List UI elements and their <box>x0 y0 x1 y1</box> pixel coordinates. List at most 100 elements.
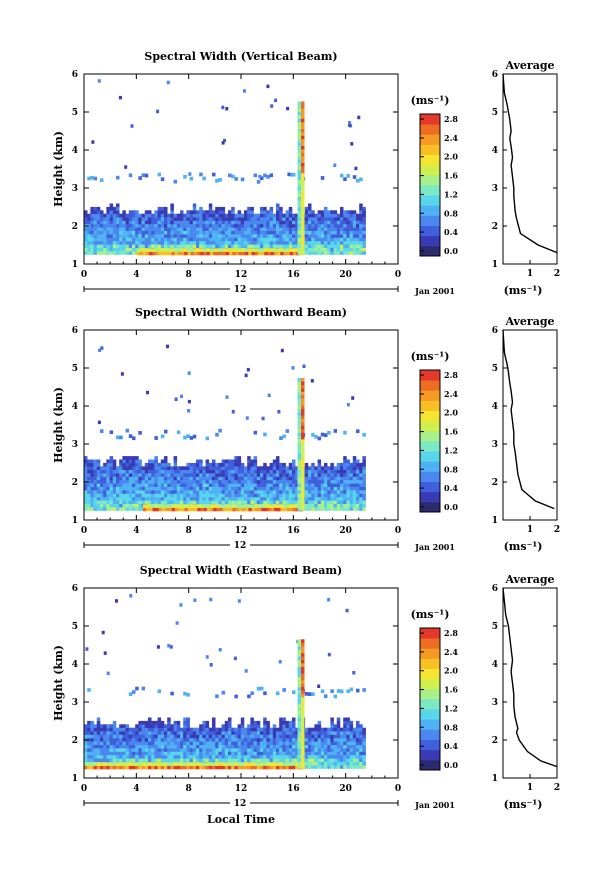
y-axis-label: Height (km) <box>52 387 65 463</box>
y-tick-label: 1 <box>492 774 498 784</box>
colorbar-segment <box>420 225 440 237</box>
colorbar-segment <box>420 185 440 196</box>
colorbar-segment <box>420 461 440 472</box>
colorbar-segment <box>420 628 440 639</box>
y-tick-label: 4 <box>72 146 78 156</box>
x-tick-label: 4 <box>133 270 139 280</box>
y-tick-label: 5 <box>72 622 78 632</box>
y-tick-label: 5 <box>492 364 498 374</box>
colorbar-segment <box>420 134 440 145</box>
average-unit-label: (ms⁻¹) <box>504 798 543 811</box>
colorbar-segment <box>420 124 440 135</box>
colorbar-tick-label: 0.0 <box>444 760 458 770</box>
x-tick-label: 1 <box>527 269 533 279</box>
colorbar-segment <box>420 481 440 493</box>
colorbar-segment <box>420 749 440 761</box>
colorbar-tick-label: 2.8 <box>444 114 458 124</box>
y-tick-label: 4 <box>492 402 498 412</box>
day-label: 12 <box>234 541 247 551</box>
y-tick-label: 3 <box>492 184 498 194</box>
y-tick-label: 2 <box>492 222 498 232</box>
y-tick-label: 4 <box>72 660 78 670</box>
x-tick-label: 8 <box>186 784 192 794</box>
y-tick-label: 3 <box>72 184 78 194</box>
colorbar-frame <box>419 369 441 513</box>
y-tick-label: 1 <box>72 516 78 526</box>
colorbar-segment <box>420 491 440 503</box>
y-tick-label: 4 <box>72 402 78 412</box>
colorbar-tick-label: 2.0 <box>444 152 458 162</box>
colorbar-tick-label: 1.6 <box>444 427 458 437</box>
y-tick-label: 5 <box>72 108 78 118</box>
colorbar-tick-label: 0.0 <box>444 502 458 512</box>
colorbar-tick-label: 2.4 <box>444 133 458 143</box>
y-axis-label: Height (km) <box>52 645 65 721</box>
colorbar-tick-label: 2.0 <box>444 408 458 418</box>
colorbar-tick-label: 0.8 <box>444 464 458 474</box>
colorbar-tick-label: 0.4 <box>444 741 458 751</box>
colorbar-tick-label: 1.2 <box>444 445 458 455</box>
average-profile-line <box>502 329 555 510</box>
x-tick-label: 8 <box>186 270 192 280</box>
colorbar-segment <box>420 658 440 669</box>
colorbar-segment <box>420 245 440 257</box>
colorbar-segment <box>420 648 440 659</box>
x-tick-label: 20 <box>339 270 352 280</box>
colorbar-tick-label: 1.6 <box>444 685 458 695</box>
colorbar-frame <box>419 113 441 257</box>
colorbar-tick-label: 0.4 <box>444 483 458 493</box>
x-tick-label: 1 <box>527 783 533 793</box>
y-tick-label: 3 <box>492 440 498 450</box>
panel-title: Spectral Width (Vertical Beam) <box>144 50 337 63</box>
colorbar-segment <box>420 174 440 186</box>
colorbar-segment <box>420 501 440 513</box>
colorbar-segment <box>420 739 440 751</box>
x-tick-label: 2 <box>554 525 560 535</box>
y-tick-label: 6 <box>492 70 498 80</box>
average-unit-label: (ms⁻¹) <box>504 284 543 297</box>
colorbar-segment <box>420 441 440 452</box>
x-tick-label: 12 <box>235 526 248 536</box>
y-tick-label: 5 <box>492 108 498 118</box>
day-label-bg <box>230 283 250 293</box>
y-tick-label: 6 <box>492 326 498 336</box>
date-label: Jan 2001 <box>414 542 455 552</box>
colorbar-segment <box>420 451 440 462</box>
average-panel-1: Average 1 2 3 4 5 6 1 2 (ms⁻¹) <box>492 59 560 297</box>
colorbar-segment <box>420 154 440 166</box>
x-tick-label: 4 <box>133 784 139 794</box>
colorbar-segment <box>420 195 440 206</box>
colorbar-tick-label: 1.2 <box>444 189 458 199</box>
day-label: 12 <box>234 285 247 295</box>
y-tick-label: 2 <box>72 478 78 488</box>
colorbar-segment <box>420 205 440 216</box>
x-tick-label: 0 <box>81 784 87 794</box>
x-tick-label: 20 <box>339 526 352 536</box>
colorbar-label: (ms⁻¹) <box>411 350 450 363</box>
colorbar-tick-label: 2.8 <box>444 370 458 380</box>
average-title: Average <box>504 59 554 72</box>
colorbar-segment <box>420 759 440 771</box>
x-tick-label: 16 <box>287 784 300 794</box>
heatmap-cells <box>84 594 366 770</box>
date-label: Jan 2001 <box>414 800 455 810</box>
panel-title: Spectral Width (Northward Beam) <box>135 306 347 319</box>
x-tick-label: 20 <box>339 784 352 794</box>
y-tick-label: 6 <box>72 70 78 80</box>
y-tick-label: 3 <box>72 698 78 708</box>
colorbar-segment <box>420 471 440 482</box>
x-tick-label: 8 <box>186 526 192 536</box>
colorbar-segment <box>420 400 440 411</box>
y-tick-label: 2 <box>72 222 78 232</box>
average-frame <box>502 587 558 779</box>
y-tick-label: 6 <box>72 326 78 336</box>
colorbar-segment <box>420 215 440 226</box>
colorbar-segment <box>420 380 440 391</box>
average-unit-label: (ms⁻¹) <box>504 540 543 553</box>
colorbar-tick-label: 1.2 <box>444 703 458 713</box>
panel-title: Spectral Width (Eastward Beam) <box>140 564 342 577</box>
colorbar-tick-label: 2.8 <box>444 628 458 638</box>
y-tick-label: 1 <box>72 260 78 270</box>
